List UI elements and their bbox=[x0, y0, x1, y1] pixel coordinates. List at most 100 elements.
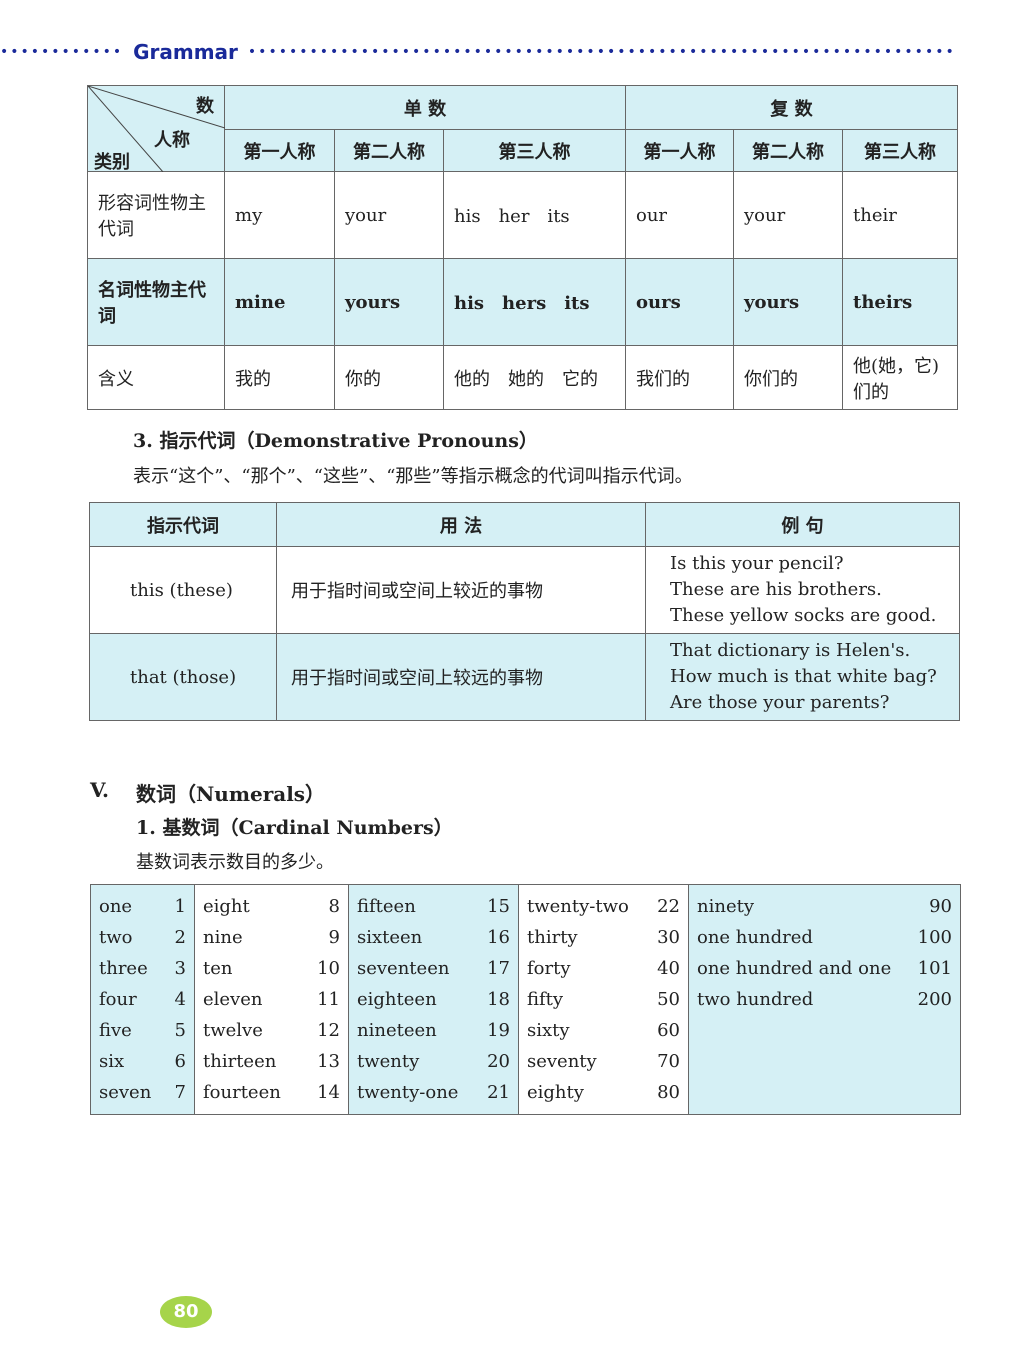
cell: 你的 bbox=[334, 345, 444, 410]
word: this (these) bbox=[89, 546, 277, 634]
corner-category: 类别 bbox=[94, 152, 130, 173]
cell: my bbox=[224, 171, 335, 259]
number-entry: seventy 70 bbox=[527, 1046, 680, 1077]
running-header: •••••••••••• Grammar •••••••••••••••••••… bbox=[0, 40, 1024, 64]
number-entry: twenty 20 bbox=[357, 1046, 510, 1077]
cell: yours bbox=[334, 258, 444, 346]
number-digit: 10 bbox=[317, 958, 340, 979]
numbers-column: fifteen 15 sixteen 16 seventeen 17 eighteen 18 n… bbox=[348, 884, 519, 1115]
cell: their bbox=[842, 171, 958, 259]
number-digit: 70 bbox=[657, 1051, 680, 1072]
number-digit: 21 bbox=[487, 1082, 510, 1103]
example: Is this your pencil? bbox=[670, 553, 844, 574]
number-digit: 100 bbox=[917, 927, 952, 948]
number-digit: 13 bbox=[317, 1051, 340, 1072]
row-label: 名词性物主代词 bbox=[87, 258, 225, 346]
number-digit: 9 bbox=[328, 927, 340, 948]
number-digit: 90 bbox=[929, 896, 952, 917]
number-word: ninety bbox=[697, 896, 754, 917]
number-entry: two hundred 200 bbox=[697, 984, 952, 1015]
row-label: 形容词性物主代词 bbox=[87, 171, 225, 259]
cell: your bbox=[334, 171, 444, 259]
cell: yours bbox=[733, 258, 843, 346]
person-header: 第二人称 bbox=[733, 129, 843, 172]
number-word: one bbox=[99, 896, 133, 917]
number-digit: 14 bbox=[317, 1082, 340, 1103]
corner-number: 数 bbox=[196, 96, 214, 117]
demonstrative-heading: 3. 指示代词（Demonstrative Pronouns） bbox=[133, 430, 538, 452]
number-entry: nineteen 19 bbox=[357, 1015, 510, 1046]
cell: his hers its bbox=[443, 258, 626, 346]
number-entry: five 5 bbox=[99, 1015, 186, 1046]
number-word: eighty bbox=[527, 1082, 584, 1103]
table-row: 名词性物主代词 mine yours his hers its ours you… bbox=[87, 258, 958, 346]
word: that (those) bbox=[89, 633, 277, 721]
number-digit: 200 bbox=[917, 989, 952, 1010]
number-digit: 2 bbox=[174, 927, 186, 948]
cardinal-heading: 1. 基数词（Cardinal Numbers） bbox=[136, 817, 453, 839]
person-header: 第二人称 bbox=[334, 129, 444, 172]
number-entry: nine 9 bbox=[203, 922, 340, 953]
cell: 我们的 bbox=[625, 345, 734, 410]
number-word: seven bbox=[99, 1082, 152, 1103]
number-digit: 16 bbox=[487, 927, 510, 948]
number-entry: twenty-two 22 bbox=[527, 891, 680, 922]
number-entry: one hundred 100 bbox=[697, 922, 952, 953]
cardinal-desc: 基数词表示数目的多少。 bbox=[136, 852, 334, 873]
table-row: 形容词性物主代词 my your his her its our your th… bbox=[87, 171, 958, 259]
number-digit: 3 bbox=[174, 958, 186, 979]
number-word: eighteen bbox=[357, 989, 437, 1010]
number-digit: 5 bbox=[174, 1020, 186, 1041]
demonstrative-desc: 表示“这个”、“那个”、“这些”、“那些”等指示概念的代词叫指示代词。 bbox=[133, 466, 693, 487]
table-row: this (these) 用于指时间或空间上较近的事物 Is this your… bbox=[89, 546, 960, 634]
usage: 用于指时间或空间上较远的事物 bbox=[276, 633, 646, 721]
number-entry: twenty-one 21 bbox=[357, 1077, 510, 1108]
number-word: fifteen bbox=[357, 896, 416, 917]
cell: 他(她，它)们的 bbox=[842, 345, 958, 410]
numerals-heading: 数词（Numerals） bbox=[136, 782, 326, 806]
column-header: 指示代词 bbox=[89, 502, 277, 547]
number-digit: 50 bbox=[657, 989, 680, 1010]
number-digit: 20 bbox=[487, 1051, 510, 1072]
number-entry: fifty 50 bbox=[527, 984, 680, 1015]
numbers-column: one 1 two 2 three 3 four 4 five 5 six 6 seven 7 bbox=[90, 884, 195, 1115]
person-header: 第三人称 bbox=[842, 129, 958, 172]
number-word: twenty-two bbox=[527, 896, 629, 917]
number-entry: eight 8 bbox=[203, 891, 340, 922]
number-word: six bbox=[99, 1051, 125, 1072]
number-word: two bbox=[99, 927, 133, 948]
numbers-column: ninety 90 one hundred 100 one hundred and on… bbox=[688, 884, 961, 1115]
numerals-heading-number: V. bbox=[90, 778, 109, 802]
number-entry: sixty 60 bbox=[527, 1015, 680, 1046]
row-label: 含义 bbox=[87, 345, 225, 410]
number-entry: eighteen 18 bbox=[357, 984, 510, 1015]
number-digit: 22 bbox=[657, 896, 680, 917]
number-digit: 17 bbox=[487, 958, 510, 979]
number-entry: sixteen 16 bbox=[357, 922, 510, 953]
cardinal-numbers-table: one 1 two 2 three 3 four 4 five 5 six 6 seven 7 eight 8… bbox=[90, 884, 961, 1115]
number-entry: four 4 bbox=[99, 984, 186, 1015]
number-word: two hundred bbox=[697, 989, 814, 1010]
cell: 我的 bbox=[224, 345, 335, 410]
number-digit: 30 bbox=[657, 927, 680, 948]
corner-cell: 数 人称 类别 bbox=[87, 85, 225, 173]
number-digit: 4 bbox=[174, 989, 186, 1010]
number-entry: twelve 12 bbox=[203, 1015, 340, 1046]
cell: mine bbox=[224, 258, 335, 346]
number-entry: eighty 80 bbox=[527, 1077, 680, 1108]
number-digit: 12 bbox=[317, 1020, 340, 1041]
number-word: nine bbox=[203, 927, 243, 948]
number-digit: 19 bbox=[487, 1020, 510, 1041]
numbers-column: twenty-two 22 thirty 30 forty 40 fifty 50 sixty 6… bbox=[518, 884, 689, 1115]
number-word: fifty bbox=[527, 989, 564, 1010]
number-word: seventy bbox=[527, 1051, 597, 1072]
cell: 你们的 bbox=[733, 345, 843, 410]
number-word: five bbox=[99, 1020, 132, 1041]
number-entry: forty 40 bbox=[527, 953, 680, 984]
number-word: one hundred bbox=[697, 927, 813, 948]
number-entry: thirteen 13 bbox=[203, 1046, 340, 1077]
demonstrative-table: 指示代词 用 法 例 句 this (these) 用于指时间或空间上较近的事物… bbox=[89, 502, 960, 721]
examples: Is this your pencil? These are his broth… bbox=[645, 546, 960, 634]
column-header: 用 法 bbox=[276, 502, 646, 547]
section-title: Grammar bbox=[133, 40, 238, 64]
